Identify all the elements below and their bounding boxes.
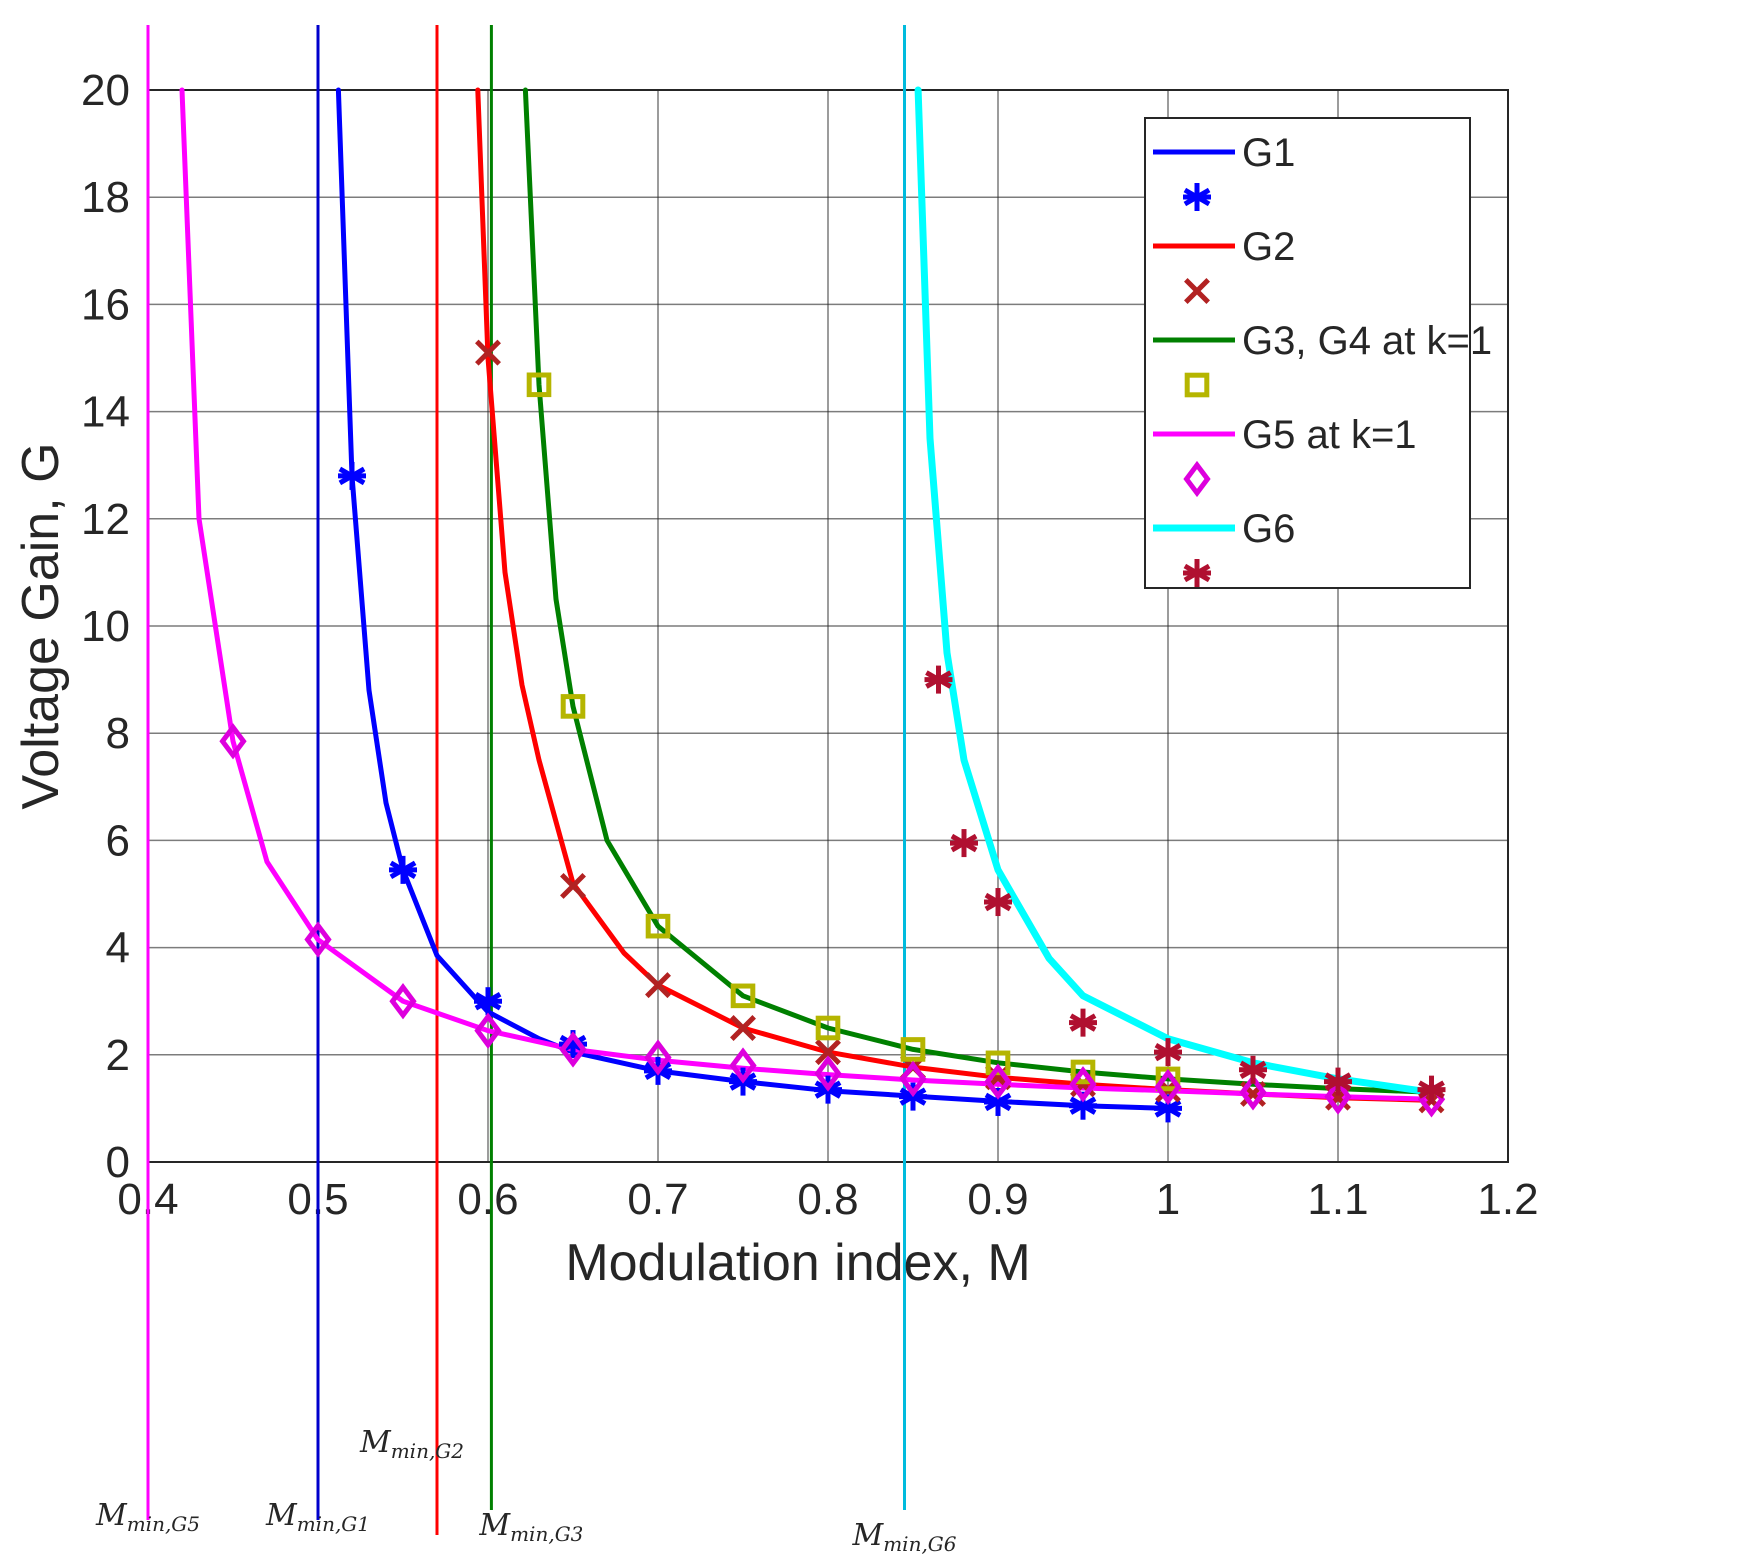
y-axis-title: Voltage Gain, G bbox=[12, 442, 70, 809]
marker-g5-at-k-1 bbox=[644, 1039, 672, 1076]
legend-marker-swatch bbox=[1184, 372, 1210, 398]
x-tick-label: 0.7 bbox=[627, 1175, 688, 1224]
legend-marker-swatch bbox=[1183, 183, 1211, 211]
marker-g5-at-k-1 bbox=[474, 1012, 502, 1049]
legend-label: G6 bbox=[1242, 507, 1295, 551]
y-tick-label: 0 bbox=[106, 1138, 130, 1187]
y-tick-label: 4 bbox=[106, 924, 130, 973]
marker-g2 bbox=[645, 972, 671, 999]
marker-g5-at-k-1 bbox=[984, 1063, 1012, 1100]
marker-g6 bbox=[1154, 1038, 1182, 1067]
marker-g6 bbox=[950, 829, 978, 858]
mmin-label: Mmin,G5 bbox=[95, 1498, 200, 1536]
x-tick-label: 0.6 bbox=[457, 1175, 518, 1224]
series-line-g5-at-k-1 bbox=[179, 87, 1434, 1102]
y-tick-label: 14 bbox=[81, 388, 130, 437]
marker-g5-at-k-1 bbox=[899, 1060, 927, 1098]
marker-g3-g4-at-k-1 bbox=[526, 372, 552, 398]
marker-g3-g4-at-k-1 bbox=[985, 1050, 1011, 1076]
x-tick-label: 0.8 bbox=[797, 1175, 858, 1224]
marker-g6 bbox=[1417, 1075, 1446, 1104]
marker-g3-g4-at-k-1 bbox=[560, 694, 586, 719]
mmin-label: Mmin,G3 bbox=[478, 1508, 583, 1546]
grid bbox=[147, 89, 1509, 1163]
series-markers bbox=[219, 339, 1446, 1123]
x-tick-label: 1 bbox=[1156, 1175, 1180, 1224]
marker-g2 bbox=[475, 339, 501, 366]
legend-label: G2 bbox=[1242, 225, 1295, 269]
y-tick-label: 20 bbox=[81, 66, 130, 115]
marker-g5-at-k-1 bbox=[219, 723, 247, 760]
legend-marker-swatch bbox=[1183, 460, 1211, 498]
marker-g5-at-k-1 bbox=[1069, 1066, 1097, 1103]
marker-g1 bbox=[338, 461, 366, 490]
marker-g5-at-k-1 bbox=[814, 1055, 842, 1092]
legend-label: G1 bbox=[1242, 131, 1295, 175]
mmin-vertical-lines: Mmin,G5 Mmin,G1 Mmin,G2 Mmin,G3 Mmin,G6 bbox=[95, 25, 957, 1556]
y-tick-label: 2 bbox=[106, 1031, 130, 1080]
marker-g5-at-k-1 bbox=[1324, 1078, 1352, 1115]
marker-g1 bbox=[474, 987, 502, 1016]
y-tick-label: 10 bbox=[81, 602, 130, 651]
marker-g6 bbox=[1324, 1067, 1352, 1096]
marker-g3-g4-at-k-1 bbox=[815, 1015, 841, 1041]
legend: G1 G2 G3, G4 at k=1 G5 at k=1 G6 bbox=[1144, 117, 1492, 589]
marker-g6 bbox=[924, 665, 953, 694]
x-tick-label: 0.9 bbox=[967, 1175, 1028, 1224]
mmin-label: Mmin,G6 bbox=[851, 1518, 956, 1556]
marker-g2 bbox=[560, 872, 586, 899]
x-tick-label: 1.2 bbox=[1477, 1175, 1538, 1224]
marker-g2 bbox=[815, 1039, 841, 1066]
y-tick-label: 12 bbox=[81, 495, 130, 544]
series-line-g3-g4-at-k-1 bbox=[522, 87, 1434, 1095]
mmin-label: Mmin,G1 bbox=[265, 1498, 370, 1536]
marker-g1 bbox=[389, 855, 417, 884]
marker-g3-g4-at-k-1 bbox=[1070, 1059, 1096, 1085]
marker-g5-at-k-1 bbox=[729, 1047, 757, 1084]
y-tick-label: 8 bbox=[106, 709, 130, 758]
marker-g2 bbox=[730, 1015, 756, 1041]
x-axis-title: Modulation index, M bbox=[565, 1234, 1030, 1292]
legend-marker-swatch bbox=[1184, 278, 1210, 304]
marker-g5-at-k-1 bbox=[1154, 1068, 1182, 1106]
legend-label: G3, G4 at k=1 bbox=[1242, 319, 1492, 363]
marker-g6 bbox=[984, 888, 1012, 917]
y-tick-label: 6 bbox=[106, 816, 130, 865]
x-tick-label: 1.1 bbox=[1307, 1175, 1368, 1224]
mmin-label: Mmin,G2 bbox=[359, 1425, 464, 1463]
marker-g5-at-k-1 bbox=[389, 983, 417, 1020]
legend-label: G5 at k=1 bbox=[1242, 413, 1417, 457]
y-tick-label: 16 bbox=[81, 280, 130, 329]
marker-g3-g4-at-k-1 bbox=[900, 1037, 926, 1062]
series-line-g6 bbox=[914, 86, 1435, 1096]
marker-g5-at-k-1 bbox=[559, 1031, 587, 1068]
marker-g6 bbox=[1239, 1055, 1267, 1084]
marker-g5-at-k-1 bbox=[1239, 1074, 1267, 1111]
marker-g5-at-k-1 bbox=[304, 921, 332, 958]
marker-g6 bbox=[1069, 1008, 1097, 1037]
series-lines bbox=[179, 86, 1435, 1111]
legend-marker-swatch bbox=[1183, 559, 1211, 587]
marker-g3-g4-at-k-1 bbox=[730, 983, 756, 1009]
y-tick-label: 18 bbox=[81, 173, 130, 222]
marker-g3-g4-at-k-1 bbox=[645, 913, 671, 939]
